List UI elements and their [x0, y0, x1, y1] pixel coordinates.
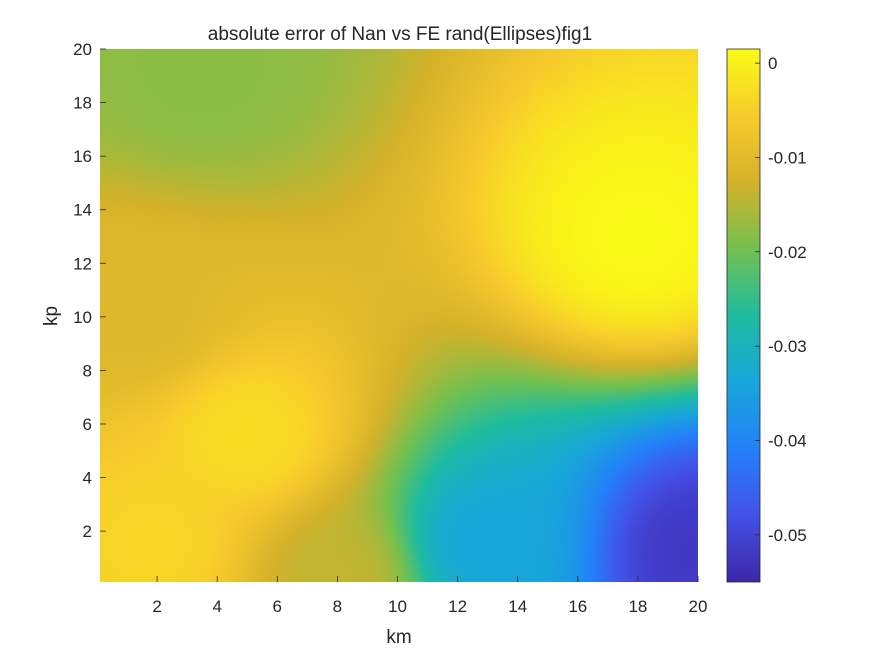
y-tick-label: 2 [83, 522, 92, 541]
y-tick-label: 8 [83, 361, 92, 380]
y-tick-label: 6 [83, 415, 92, 434]
plot-area [100, 49, 698, 582]
x-axis-label: km [386, 627, 411, 648]
y-tick-label: 16 [73, 147, 92, 166]
y-tick-label: 12 [73, 254, 92, 273]
colorbar-tick-label: -0.02 [768, 243, 807, 262]
x-tick-label: 16 [568, 597, 587, 616]
chart-title: absolute error of Nan vs FE rand(Ellipse… [208, 24, 592, 45]
x-tick-label: 8 [333, 597, 342, 616]
x-tick-label: 4 [212, 597, 221, 616]
x-tick-label: 14 [508, 597, 527, 616]
y-tick-label: 10 [73, 308, 92, 327]
x-tick-label: 10 [388, 597, 407, 616]
colorbar-tick-label: -0.01 [768, 148, 807, 167]
y-tick-label: 14 [73, 201, 92, 220]
heatmap-surface [100, 49, 698, 582]
x-tick-label: 20 [689, 597, 708, 616]
colorbar-ticks: 0 -0.01 -0.02 -0.03 -0.04 -0.05 [755, 54, 807, 545]
colorbar-tick-label: -0.03 [768, 337, 807, 356]
x-tick-label: 2 [152, 597, 161, 616]
y-tick-label: 4 [83, 469, 92, 488]
colorbar-gradient [726, 48, 761, 583]
y-axis-ticks: 2 4 6 8 10 12 14 16 18 20 [73, 40, 106, 541]
colorbar-tick-label: -0.04 [768, 431, 807, 450]
x-tick-label: 12 [448, 597, 467, 616]
x-tick-label: 18 [628, 597, 647, 616]
x-axis-ticks: 2 4 6 8 10 12 14 16 18 20 [152, 576, 707, 616]
colorbar-tick-label: -0.05 [768, 526, 807, 545]
y-tick-label: 18 [73, 94, 92, 113]
y-axis-label: kp [41, 306, 62, 326]
colorbar-tick-label: 0 [768, 54, 777, 73]
x-tick-label: 6 [273, 597, 282, 616]
colorbar: 0 -0.01 -0.02 -0.03 -0.04 -0.05 [726, 48, 807, 583]
y-tick-label: 20 [73, 40, 92, 59]
